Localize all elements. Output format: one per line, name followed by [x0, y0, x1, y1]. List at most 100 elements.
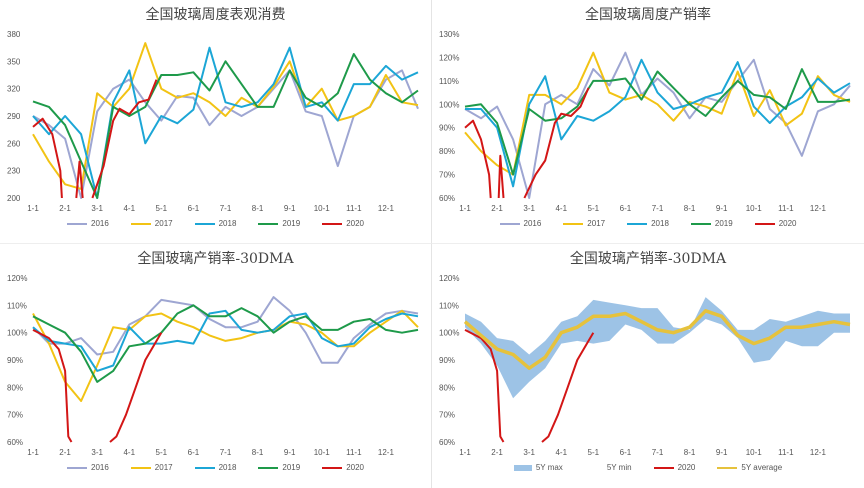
legend-item: 2019 [258, 463, 300, 472]
legend-swatch [513, 464, 532, 471]
x-tick-label: 4-1 [123, 448, 135, 457]
x-tick-label: 5-1 [156, 204, 168, 213]
x-tick-label: 3-1 [523, 448, 535, 457]
x-tick-label: 6-1 [188, 204, 200, 213]
y-tick-label: 350 [7, 57, 21, 66]
legend-label: 5Y min [606, 463, 632, 472]
series-line-2020 [464, 87, 590, 199]
x-tick-label: 2-1 [59, 448, 71, 457]
legend-swatch [67, 466, 87, 469]
x-tick-label: 6-1 [188, 448, 200, 457]
x-tick-label: 6-1 [620, 448, 632, 457]
x-tick-label: 7-1 [220, 448, 232, 457]
x-tick-label: 11-1 [778, 448, 794, 457]
legend-label: 2019 [282, 463, 301, 472]
y-tick-label: 60% [439, 438, 455, 447]
legend-label: 2018 [218, 463, 237, 472]
legend-item: 2019 [258, 219, 300, 228]
x-tick-label: 2-1 [491, 448, 503, 457]
legend-item: 2017 [563, 219, 605, 228]
series-line-2020 [464, 329, 595, 443]
y-tick-label: 80% [439, 147, 455, 156]
legend-label: 2017 [154, 219, 173, 228]
x-tick-label: 12-1 [810, 448, 827, 457]
legend-item: 5Y average [717, 463, 782, 472]
legend-label: 2018 [218, 219, 237, 228]
y-tick-label: 60% [439, 194, 455, 203]
y-tick-label: 90% [439, 356, 455, 365]
x-tick-label: 11-1 [778, 204, 794, 213]
legend: 2016 2017 2018 2019 2020 [0, 463, 431, 472]
legend: 2016 2017 2018 2019 2020 [0, 219, 431, 228]
x-tick-label: 8-1 [252, 448, 264, 457]
series-line-2016 [32, 296, 419, 364]
y-tick-label: 200 [7, 194, 21, 203]
x-tick-label: 12-1 [810, 204, 827, 213]
series-line-2017 [464, 51, 851, 176]
x-tick-label: 10-1 [314, 448, 331, 457]
y-tick-label: 70% [7, 411, 23, 420]
x-tick-label: 5-1 [588, 448, 600, 457]
legend-item: 2017 [130, 463, 173, 472]
x-tick-label: 5-1 [156, 448, 168, 457]
chart-title: 全国玻璃周度表观消费 [145, 7, 286, 23]
x-tick-label: 9-1 [716, 448, 728, 457]
legend-item: 5Y min [585, 463, 632, 472]
legend-label: 2019 [714, 219, 733, 228]
y-tick-label: 120% [439, 274, 459, 283]
series-line-5y-average [463, 309, 851, 370]
legend-label: 2020 [346, 219, 364, 228]
chart-title: 全国玻璃产销率-30DMA [137, 251, 294, 267]
y-tick-label: 380 [7, 30, 21, 39]
x-tick-label: 9-1 [716, 204, 728, 213]
legend-swatch [258, 466, 279, 469]
chart-weekly-sales-ratio: 全国玻璃周度产销率 60% 70% 80% 90% 100% 110% 120% 130% 1-… [432, 0, 864, 244]
legend-swatch [194, 222, 215, 225]
chart-title: 全国玻璃产销率-30DMA [569, 251, 727, 267]
x-tick-label: 12-1 [378, 448, 395, 457]
series-line-2019 [32, 53, 419, 199]
x-tick-label: 12-1 [378, 204, 395, 213]
y-tick-label: 110% [7, 301, 27, 310]
plot-area: 60% 70% 80% 90% 100% 110% 120% 130% 1-1 2-1 3-1 4-1… [439, 30, 851, 213]
y-tick-label: 80% [439, 383, 455, 392]
y-tick-label: 70% [439, 171, 455, 180]
legend-swatch [717, 466, 738, 469]
y-tick-label: 290 [7, 112, 21, 121]
series-line-2018 [32, 46, 419, 199]
legend-item: 2020 [754, 219, 796, 228]
y-tick-label: 230 [7, 167, 21, 176]
legend: 5Y max 5Y min 2020 5Y average [432, 463, 864, 472]
legend-item: 2018 [194, 219, 237, 228]
legend-item: 2018 [627, 219, 669, 228]
legend-item: 2019 [690, 219, 733, 228]
legend-item: 2016 [67, 219, 109, 228]
legend-swatch [585, 465, 603, 471]
legend-label: 2017 [587, 219, 606, 228]
chart-sales-ratio-30dma-5y-range: 全国玻璃产销率-30DMA 60% 70% 80% 90% 100% 110% 120% 1-… [432, 244, 864, 488]
x-tick-label: 7-1 [652, 204, 664, 213]
legend-swatch [258, 222, 279, 225]
legend-item: 5Y max [513, 463, 563, 472]
x-tick-label: 9-1 [284, 448, 296, 457]
plot-area: 60% 70% 80% 90% 100% 110% 120% 1-1 2-1 3-1 4-1 5-1 6… [7, 274, 419, 457]
x-tick-label: 8-1 [684, 448, 696, 457]
legend-item: 2020 [653, 463, 695, 472]
x-tick-label: 3-1 [91, 448, 103, 457]
y-tick-label: 100% [7, 329, 27, 338]
x-tick-label: 3-1 [91, 204, 103, 213]
legend-swatch [67, 222, 87, 225]
y-tick-label: 80% [7, 383, 23, 392]
legend-swatch [194, 466, 215, 469]
x-tick-label: 4-1 [555, 204, 567, 213]
y-tick-label: 100% [439, 100, 459, 109]
y-tick-label: 120% [439, 53, 459, 62]
x-tick-label: 10-1 [746, 448, 763, 457]
legend-label: 2016 [91, 463, 109, 472]
x-tick-label: 1-1 [27, 204, 39, 213]
legend-item: 2020 [322, 463, 364, 472]
legend-label: 2018 [651, 219, 669, 228]
x-tick-label: 10-1 [746, 204, 763, 213]
legend-label: 2017 [154, 463, 173, 472]
legend-swatch [653, 466, 674, 469]
